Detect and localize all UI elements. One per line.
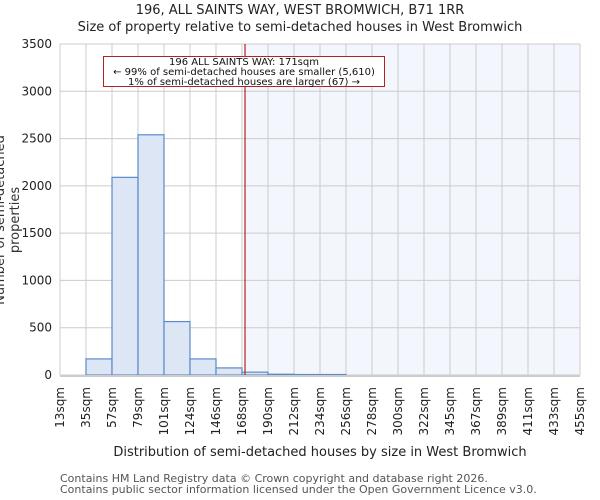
x-tick-label: 345sqm xyxy=(443,387,457,435)
annotation-larger: 1% of semi-detached houses are larger (6… xyxy=(127,77,361,88)
x-tick-label: 234sqm xyxy=(313,387,327,435)
histogram-bar xyxy=(241,371,269,376)
x-tick-label: 35sqm xyxy=(79,387,93,428)
y-tick-label: 3500 xyxy=(21,37,52,51)
histogram-bar xyxy=(215,367,243,376)
annotation-smaller: ← 99% of semi-detached houses are smalle… xyxy=(113,67,375,78)
y-tick-label: 1000 xyxy=(21,273,52,287)
x-tick-label: 57sqm xyxy=(105,387,119,428)
axes: 0 500 1000 1500 2000 2500 3000 3500 13sqm 35sqm 57… xyxy=(21,37,587,435)
x-tick-label: 256sqm xyxy=(339,387,353,435)
x-axis-label: Distribution of semi-detached houses by … xyxy=(113,445,527,460)
annotation-title: 196 ALL SAINTS WAY: 171sqm xyxy=(169,57,319,68)
y-axis-label: Number of semi-detached properties xyxy=(0,135,23,305)
y-tick-label: 0 xyxy=(44,368,52,382)
histogram-bar xyxy=(85,358,113,376)
x-tick-label: 13sqm xyxy=(53,387,67,428)
x-tick-label: 322sqm xyxy=(417,387,431,435)
footer-copyright: Contains HM Land Registry data © Crown c… xyxy=(60,472,488,485)
x-tick-label: 190sqm xyxy=(261,387,275,435)
x-tick-label: 101sqm xyxy=(157,387,171,435)
chart-subtitle: Size of property relative to semi-detach… xyxy=(77,20,523,35)
x-tick-label: 146sqm xyxy=(209,387,223,435)
x-tick-label: 367sqm xyxy=(469,387,483,435)
x-tick-label: 79sqm xyxy=(131,387,145,428)
histogram-bar xyxy=(163,320,191,376)
histogram-bar xyxy=(267,373,295,376)
y-tick-label: 1500 xyxy=(21,226,52,240)
y-tick-label: 2000 xyxy=(21,179,52,193)
shaded-larger-area xyxy=(245,44,580,375)
x-tick-label: 124sqm xyxy=(183,387,197,435)
histogram-bar xyxy=(111,176,139,376)
chart-title-address: 196, ALL SAINTS WAY, WEST BROMWICH, B71 … xyxy=(135,3,465,18)
y-tick-label: 500 xyxy=(29,321,52,335)
y-tick-label: 3000 xyxy=(21,84,52,98)
x-tick-label: 278sqm xyxy=(365,387,379,435)
x-tick-label: 389sqm xyxy=(495,387,509,435)
y-tick-label: 2500 xyxy=(21,132,52,146)
x-tick-label: 433sqm xyxy=(547,387,561,435)
histogram-bar xyxy=(189,358,217,376)
larger-region-shade xyxy=(245,44,580,375)
property-annotation-box: 196 ALL SAINTS WAY: 171sqm ← 99% of semi… xyxy=(103,56,385,88)
x-tick-label: 300sqm xyxy=(391,387,405,435)
x-tick-label: 455sqm xyxy=(573,387,587,435)
x-tick-label: 168sqm xyxy=(235,387,249,435)
footer-licence: Contains public sector information licen… xyxy=(60,483,537,496)
histogram-bar xyxy=(137,134,165,376)
x-tick-label: 411sqm xyxy=(521,387,535,435)
x-tick-label: 212sqm xyxy=(287,387,301,435)
